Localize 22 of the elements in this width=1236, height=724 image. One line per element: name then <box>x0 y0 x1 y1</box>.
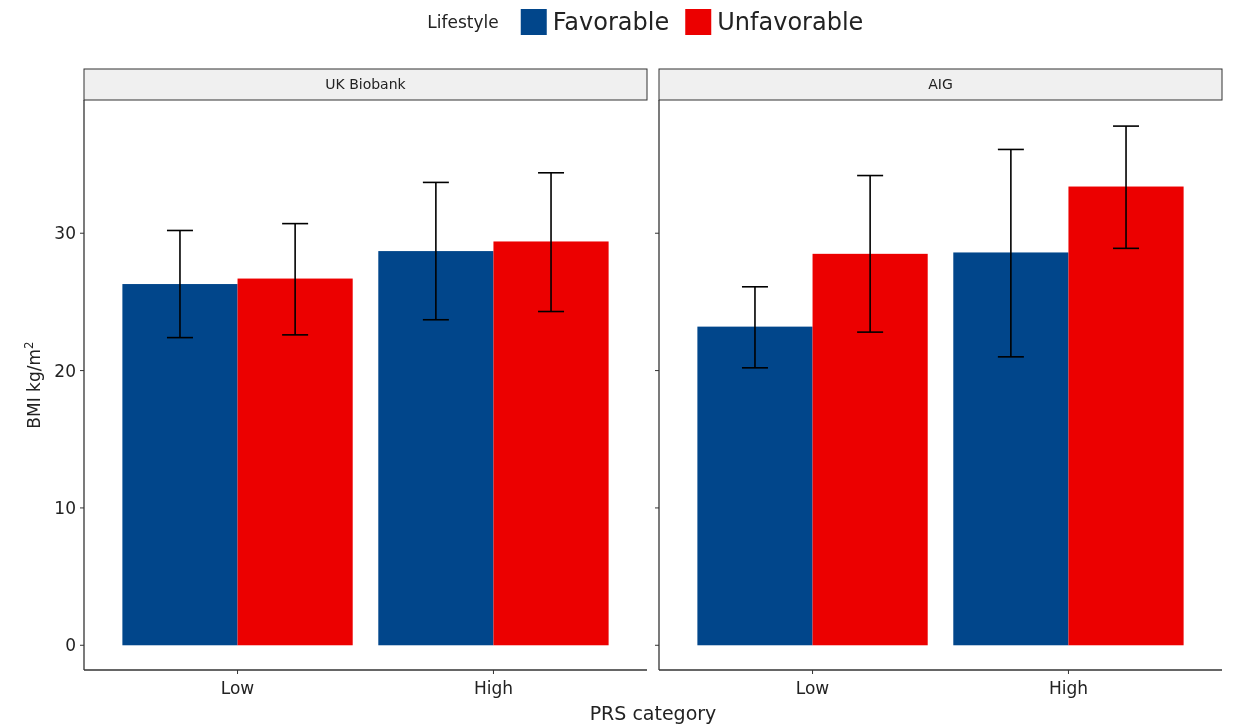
chart-title: UK Biobank <box>325 76 407 92</box>
bar <box>378 251 494 646</box>
bar <box>237 278 353 646</box>
x-tick-label: Low <box>220 678 255 698</box>
y-tick-label: 0 <box>65 635 76 656</box>
legend-title: Lifestyle <box>427 11 499 32</box>
x-axis-title: PRS category <box>589 702 717 724</box>
bar <box>122 284 238 646</box>
y-tick-label: 20 <box>54 360 76 381</box>
x-tick-label: High <box>1048 678 1088 698</box>
chart-title: AIG <box>928 76 953 92</box>
bar <box>697 326 813 646</box>
bar <box>1068 186 1184 646</box>
bar <box>953 252 1069 646</box>
y-tick-label: 30 <box>54 223 76 244</box>
x-tick-label: Low <box>795 678 830 698</box>
bar <box>812 253 928 646</box>
legend-label: Favorable <box>552 8 670 37</box>
legend-label: Unfavorable <box>717 8 864 37</box>
bar <box>493 241 609 646</box>
x-tick-label: High <box>473 678 513 698</box>
y-tick-label: 10 <box>54 497 76 518</box>
